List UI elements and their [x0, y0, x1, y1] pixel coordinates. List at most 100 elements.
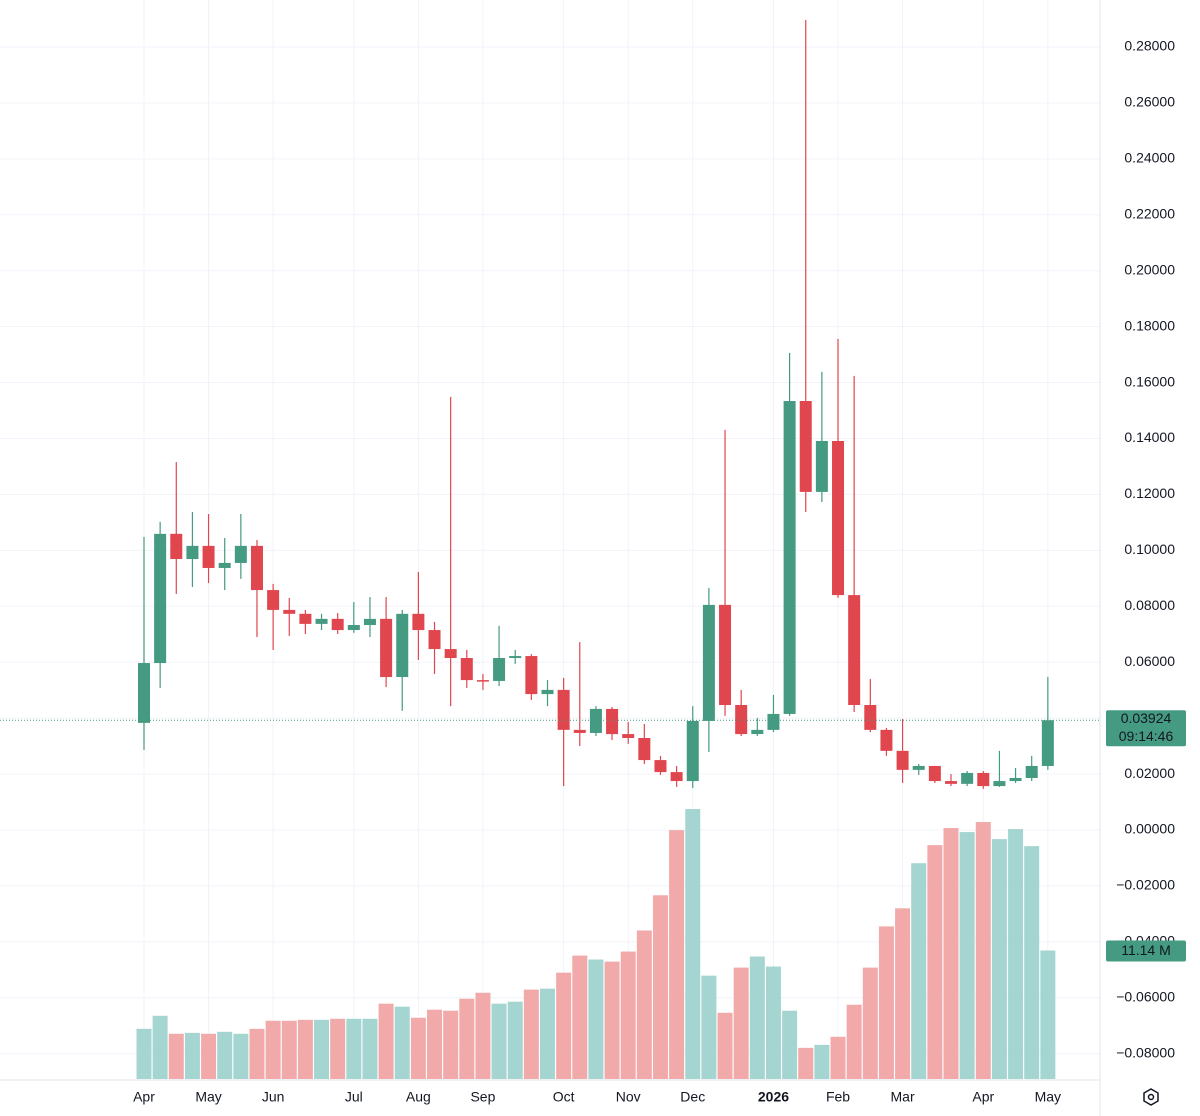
volume-bar — [168, 1033, 184, 1079]
volume-bar — [814, 1044, 830, 1079]
price-tag — [1106, 710, 1186, 747]
candle-body — [202, 545, 215, 568]
volume-bar — [443, 1010, 459, 1079]
volume-bar — [507, 1001, 523, 1079]
y-tick-label: 0.12000 — [1124, 485, 1175, 501]
volume-bar — [217, 1031, 233, 1079]
x-tick-label: Jun — [262, 1089, 285, 1105]
volume-bar — [765, 966, 781, 1079]
y-tick-label: −0.02000 — [1116, 877, 1175, 893]
candle-body — [686, 720, 699, 782]
candle-body — [154, 533, 167, 664]
candle-body — [170, 533, 183, 560]
candle-body — [638, 737, 651, 761]
candle-body — [412, 613, 425, 631]
candle-body — [1041, 720, 1054, 766]
volume-bar — [927, 845, 943, 1079]
volume-pane — [136, 809, 1056, 1079]
settings-dot[interactable] — [1147, 1093, 1155, 1101]
candle-body — [832, 441, 845, 596]
volume-bar — [943, 828, 959, 1079]
x-tick-label: Apr — [972, 1089, 994, 1105]
candle-body — [622, 734, 635, 738]
candle-body — [444, 649, 457, 659]
candle-body — [928, 765, 941, 782]
volume-bar — [378, 1003, 394, 1079]
volume-bar — [669, 830, 685, 1079]
candle-body — [347, 625, 360, 631]
volume-bar — [620, 951, 636, 1079]
x-tick-label: Feb — [826, 1089, 850, 1105]
candle-body — [186, 545, 199, 560]
x-tick-label: May — [195, 1089, 221, 1105]
y-tick-label: 0.02000 — [1124, 765, 1175, 781]
candle-body — [654, 760, 667, 773]
volume-bar — [184, 1032, 200, 1079]
x-tick-label: Oct — [553, 1089, 575, 1105]
candle-body — [557, 689, 570, 730]
volume-tag — [1106, 940, 1186, 962]
settings-icon[interactable] — [1143, 1088, 1159, 1106]
candle-body — [299, 613, 312, 624]
candle-body — [573, 729, 586, 733]
x-tick-label: Sep — [470, 1089, 495, 1105]
candle-body — [912, 765, 925, 770]
y-tick-label: 0.22000 — [1124, 205, 1175, 221]
volume-bar — [523, 989, 539, 1079]
y-tick-label: 0.00000 — [1124, 821, 1175, 837]
candle-body — [267, 590, 280, 610]
candle-body — [218, 562, 231, 568]
y-tick-label: 0.20000 — [1124, 261, 1175, 277]
candle-body — [363, 618, 376, 626]
candle-body — [606, 708, 619, 735]
volume-tag-value: 11.14 M — [1121, 942, 1171, 958]
candle-body — [751, 729, 764, 735]
candle-body — [961, 772, 974, 784]
candle-body — [428, 630, 441, 650]
volume-bar — [588, 959, 604, 1079]
candle-body — [767, 713, 780, 730]
candle-body — [380, 618, 393, 678]
volume-bar — [878, 926, 894, 1079]
volume-bar — [427, 1009, 443, 1079]
price-tag-value: 0.03924 — [1121, 710, 1172, 726]
y-tick-label: 0.14000 — [1124, 429, 1175, 445]
volume-bar — [572, 955, 588, 1079]
candle-body — [589, 708, 602, 733]
candle-body — [848, 595, 861, 705]
candle-body — [896, 750, 909, 770]
volume-bar — [685, 809, 701, 1079]
volume-bar — [281, 1020, 297, 1079]
volume-bar — [410, 1017, 426, 1079]
volume-bar — [233, 1033, 249, 1079]
y-tick-label: 0.06000 — [1124, 653, 1175, 669]
volume-bar — [362, 1018, 378, 1079]
candle-body — [396, 613, 409, 678]
axes: 0.28000 0.26000 0.24000 0.22000 0.20000 0.180… — [0, 38, 1186, 1105]
volume-bar — [1040, 950, 1056, 1079]
candle-body — [977, 772, 990, 787]
candle-body — [993, 781, 1006, 787]
y-tick-label: 0.16000 — [1124, 373, 1175, 389]
candle-body — [1009, 777, 1022, 782]
volume-bar — [265, 1020, 281, 1079]
candle-body — [138, 663, 150, 723]
price-tag-countdown: 09:14:46 — [1119, 728, 1174, 744]
volume-bar — [491, 1003, 507, 1079]
settings-hexagon[interactable] — [1143, 1088, 1159, 1106]
x-tick-label: May — [1035, 1089, 1061, 1105]
volume-bar — [701, 975, 717, 1079]
candle-body — [509, 656, 522, 659]
candle-body — [234, 545, 247, 563]
volume-bar — [297, 1019, 313, 1079]
volume-bar — [749, 956, 765, 1079]
candle-body — [864, 704, 877, 730]
volume-bar — [959, 832, 975, 1079]
candle-body — [945, 781, 957, 784]
volume-bar — [459, 998, 475, 1079]
volume-bar — [652, 895, 668, 1079]
volume-bar — [330, 1018, 346, 1079]
candle-body — [250, 545, 263, 591]
